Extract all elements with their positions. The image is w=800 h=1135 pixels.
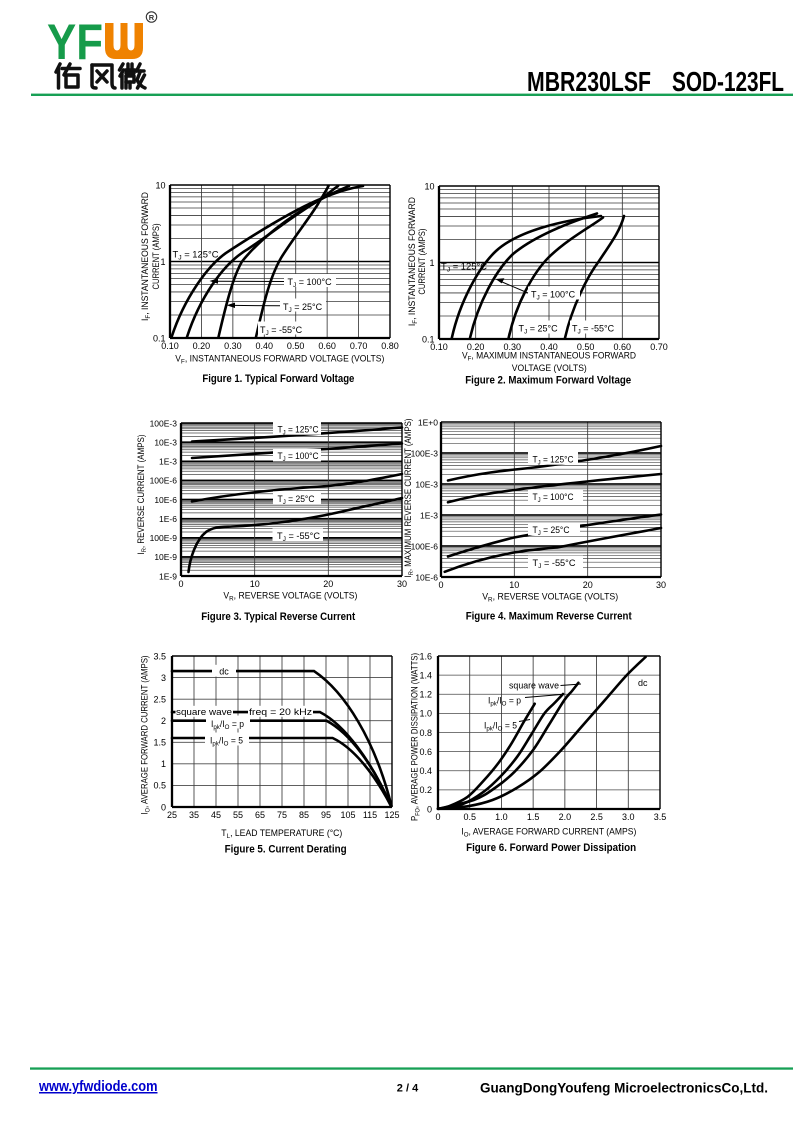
svg-text:1E-3: 1E-3	[159, 457, 177, 467]
svg-text:GuangDongYoufeng Microelectron: GuangDongYoufeng MicroelectronicsCo,Ltd.	[480, 1080, 768, 1096]
svg-text:0.10: 0.10	[161, 341, 179, 351]
svg-text:10: 10	[509, 580, 519, 590]
svg-text:10: 10	[155, 180, 165, 190]
svg-text:10E-3: 10E-3	[154, 437, 177, 447]
svg-text:0: 0	[161, 802, 166, 812]
svg-text:Figure 3. Typical Reverse Curr: Figure 3. Typical Reverse Current	[201, 611, 355, 623]
svg-text:10: 10	[250, 579, 260, 589]
svg-text:freq = 20 kHz: freq = 20 kHz	[249, 707, 313, 717]
svg-text:105: 105	[340, 810, 355, 820]
svg-text:0.70: 0.70	[350, 341, 368, 351]
svg-text:30: 30	[656, 580, 666, 590]
svg-text:0.30: 0.30	[224, 341, 242, 351]
svg-text:25: 25	[167, 810, 177, 820]
svg-text:65: 65	[255, 810, 265, 820]
svg-text:75: 75	[277, 810, 287, 820]
svg-text:100E-9: 100E-9	[150, 533, 178, 543]
svg-text:dc: dc	[638, 678, 648, 688]
svg-text:1.6: 1.6	[419, 651, 432, 661]
svg-text:0.60: 0.60	[318, 341, 336, 351]
svg-text:1.0: 1.0	[495, 812, 508, 822]
svg-text:0.5: 0.5	[463, 812, 476, 822]
svg-text:1E-9: 1E-9	[159, 571, 177, 581]
svg-text:VOLTAGE (VOLTS): VOLTAGE (VOLTS)	[512, 363, 587, 373]
svg-text:dc: dc	[219, 667, 229, 677]
svg-text:3.5: 3.5	[654, 812, 667, 822]
svg-text:1: 1	[161, 759, 166, 769]
svg-text:10E-9: 10E-9	[154, 552, 177, 562]
svg-text:0: 0	[438, 580, 443, 590]
svg-text:3.0: 3.0	[622, 812, 635, 822]
svg-text:1E+0: 1E+0	[418, 417, 438, 427]
svg-text:100E-6: 100E-6	[411, 541, 439, 551]
svg-text:3.5: 3.5	[153, 651, 166, 661]
svg-text:85: 85	[299, 810, 309, 820]
svg-text:10E-6: 10E-6	[154, 495, 177, 505]
svg-text:10E-3: 10E-3	[415, 479, 438, 489]
svg-text:Figure 2. Maximum Forward Volt: Figure 2. Maximum Forward Voltage	[465, 375, 631, 387]
svg-text:1.2: 1.2	[419, 690, 432, 700]
svg-text:1E-3: 1E-3	[420, 510, 438, 520]
svg-text:www.yfwdiode.com: www.yfwdiode.com	[38, 1078, 157, 1095]
svg-text:0: 0	[427, 804, 432, 814]
svg-text:1.0: 1.0	[419, 709, 432, 719]
svg-text:1E-6: 1E-6	[159, 514, 177, 524]
svg-text:35: 35	[189, 810, 199, 820]
svg-text:0.5: 0.5	[153, 781, 166, 791]
svg-text:0.4: 0.4	[419, 766, 432, 776]
svg-text:100E-3: 100E-3	[150, 418, 178, 428]
svg-text:CURRENT (AMPS): CURRENT (AMPS)	[417, 229, 427, 295]
svg-text:0: 0	[435, 812, 440, 822]
svg-text:3: 3	[161, 673, 166, 683]
svg-text:2 / 4: 2 / 4	[397, 1083, 419, 1095]
svg-text:0.40: 0.40	[256, 341, 274, 351]
svg-text:100E-6: 100E-6	[150, 476, 178, 486]
svg-text:MBR230LSF: MBR230LSF	[527, 66, 651, 97]
svg-text:1.5: 1.5	[153, 738, 166, 748]
svg-text:30: 30	[397, 579, 407, 589]
svg-text:2.5: 2.5	[153, 694, 166, 704]
svg-text:0.50: 0.50	[287, 341, 305, 351]
svg-text:Figure 4. Maximum Reverse Curr: Figure 4. Maximum Reverse Current	[466, 611, 632, 623]
svg-text:125: 125	[384, 810, 399, 820]
svg-text:2.5: 2.5	[590, 812, 603, 822]
svg-text:Figure 1. Typical Forward Volt: Figure 1. Typical Forward Voltage	[202, 373, 354, 385]
svg-text:SOD-123FL: SOD-123FL	[672, 66, 784, 97]
svg-text:100E-3: 100E-3	[411, 448, 439, 458]
svg-text:1: 1	[160, 257, 165, 267]
svg-text:0.6: 0.6	[419, 747, 432, 757]
svg-text:2.0: 2.0	[559, 812, 572, 822]
svg-text:45: 45	[211, 810, 221, 820]
svg-text:R: R	[149, 13, 155, 22]
svg-text:YF: YF	[47, 14, 103, 70]
svg-text:1: 1	[429, 258, 434, 268]
svg-text:20: 20	[323, 579, 333, 589]
svg-text:0.2: 0.2	[419, 785, 432, 795]
svg-text:0.20: 0.20	[193, 341, 211, 351]
svg-text:95: 95	[321, 810, 331, 820]
svg-text:1.4: 1.4	[419, 670, 432, 680]
svg-text:2: 2	[161, 716, 166, 726]
svg-text:55: 55	[233, 810, 243, 820]
svg-text:CURRENT (AMPS): CURRENT (AMPS)	[151, 224, 161, 290]
svg-text:0.70: 0.70	[650, 342, 668, 352]
svg-text:0: 0	[178, 579, 183, 589]
svg-text:0.10: 0.10	[430, 342, 448, 352]
svg-text:115: 115	[363, 810, 377, 820]
svg-text:Figure 6. Forward Power Dissip: Figure 6. Forward Power Dissipation	[466, 842, 636, 854]
svg-text:0.8: 0.8	[419, 728, 432, 738]
svg-text:Figure 5. Current Derating: Figure 5. Current Derating	[225, 844, 347, 856]
svg-text:20: 20	[583, 580, 593, 590]
svg-text:square wave: square wave	[509, 681, 559, 691]
svg-text:10E-6: 10E-6	[415, 572, 438, 582]
svg-text:10: 10	[424, 181, 434, 191]
svg-text:1.5: 1.5	[527, 812, 540, 822]
svg-text:0.80: 0.80	[381, 341, 399, 351]
